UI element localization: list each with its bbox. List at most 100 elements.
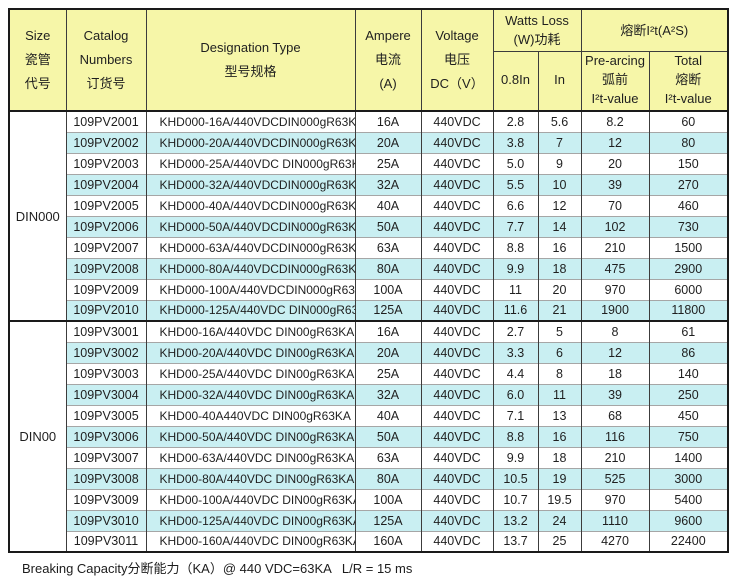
size-group-label: DIN000 (8, 110, 67, 321)
watts-0-8in-cell: 7.1 (492, 404, 539, 426)
prearcing-i2t-cell: 70 (580, 194, 650, 216)
table-row: 109PV3003 KHD00-25A/440VDC DIN00gR63KA 25A… (9, 362, 729, 384)
watts-in-cell: 18 (537, 257, 582, 279)
total-i2t-cell: 9600 (648, 509, 729, 531)
col-header-i2t: 熔断I²t(A²S) (580, 9, 729, 52)
voltage-cell: 440VDC (420, 194, 494, 216)
ampere-cell: 20A (354, 131, 422, 153)
total-i2t-cell: 460 (648, 194, 729, 216)
ampere-cell: 50A (354, 215, 422, 237)
ampere-cell: 25A (354, 152, 422, 174)
total-i2t-cell: 270 (648, 173, 729, 195)
watts-0-8in-cell: 3.8 (492, 131, 539, 153)
voltage-cell: 440VDC (420, 404, 494, 426)
catalog-number-cell: 109PV3004 (65, 383, 147, 405)
col-header-in: In (537, 51, 582, 112)
designation-cell: KHD000-20A/440VDCDIN000gR63KA (145, 131, 356, 153)
watts-in-cell: 16 (537, 236, 582, 258)
catalog-number-cell: 109PV3003 (65, 362, 147, 384)
watts-in-cell: 11 (537, 383, 582, 405)
total-i2t-cell: 450 (648, 404, 729, 426)
prearcing-i2t-cell: 20 (580, 152, 650, 174)
total-i2t-cell: 61 (648, 320, 729, 342)
watts-0-8in-cell: 3.3 (492, 341, 539, 363)
voltage-cell: 440VDC (420, 320, 494, 342)
col-header-prearcing: Pre-arcing 弧前 I²t-value (580, 51, 650, 112)
watts-in-cell: 20 (537, 278, 582, 300)
ampere-cell: 80A (354, 257, 422, 279)
voltage-cell: 440VDC (420, 131, 494, 153)
table-row: DIN00 109PV3001 KHD00-16A/440VDC DIN00gR63… (8, 320, 729, 552)
total-i2t-cell: 5400 (648, 488, 729, 510)
watts-0-8in-cell: 11 (492, 278, 539, 300)
col-header-size: Size 瓷管 代号 (8, 9, 67, 112)
designation-cell: KHD000-63A/440VDCDIN000gR63KA (145, 236, 356, 258)
total-i2t-cell: 140 (648, 362, 729, 384)
catalog-number-cell: 109PV3001 (65, 320, 147, 342)
designation-cell: KHD00-50A/440VDC DIN00gR63KA (145, 425, 356, 447)
col-header-voltage: Voltage 电压 DC（V） (420, 9, 494, 112)
catalog-number-cell: 109PV2007 (65, 236, 147, 258)
prearcing-i2t-cell: 970 (580, 488, 650, 510)
prearcing-i2t-cell: 8 (580, 320, 650, 342)
catalog-number-cell: 109PV2004 (65, 173, 147, 195)
voltage-cell: 440VDC (420, 257, 494, 279)
designation-cell: KHD00-100A/440VDC DIN00gR63KA (145, 488, 356, 510)
table-row: 109PV3004 KHD00-32A/440VDC DIN00gR63KA 32A… (9, 383, 729, 405)
ampere-cell: 16A (354, 320, 422, 342)
table-row: DIN000 109PV2001 KHD000-16A/440VDCDIN000gR… (8, 110, 729, 321)
catalog-number-cell: 109PV2009 (65, 278, 147, 300)
watts-in-cell: 25 (537, 530, 582, 552)
total-i2t-cell: 22400 (648, 530, 729, 552)
prearcing-i2t-cell: 12 (580, 131, 650, 153)
voltage-cell: 440VDC (420, 299, 494, 321)
ampere-cell: 32A (354, 173, 422, 195)
total-i2t-cell: 11800 (648, 299, 729, 321)
total-i2t-cell: 86 (648, 341, 729, 363)
voltage-cell: 440VDC (420, 383, 494, 405)
designation-cell: KHD000-100A/440VDCDIN000gR63KA (145, 278, 356, 300)
catalog-number-cell: 109PV2003 (65, 152, 147, 174)
catalog-number-cell: 109PV3009 (65, 488, 147, 510)
watts-in-cell: 10 (537, 173, 582, 195)
prearcing-i2t-cell: 8.2 (580, 110, 650, 132)
catalog-number-cell: 109PV3006 (65, 425, 147, 447)
watts-in-cell: 18 (537, 446, 582, 468)
ampere-cell: 20A (354, 341, 422, 363)
ampere-cell: 63A (354, 446, 422, 468)
designation-cell: KHD000-40A/440VDCDIN000gR63KA (145, 194, 356, 216)
voltage-cell: 440VDC (420, 278, 494, 300)
ampere-cell: 32A (354, 383, 422, 405)
table-row: 109PV2003 KHD000-25A/440VDC DIN000gR63KA 2… (9, 152, 729, 174)
watts-0-8in-cell: 10.5 (492, 467, 539, 489)
total-i2t-cell: 3000 (648, 467, 729, 489)
voltage-cell: 440VDC (420, 152, 494, 174)
total-i2t-cell: 6000 (648, 278, 729, 300)
ampere-cell: 25A (354, 362, 422, 384)
designation-cell: KHD000-80A/440VDCDIN000gR63KA (145, 257, 356, 279)
watts-0-8in-cell: 13.7 (492, 530, 539, 552)
watts-in-cell: 19.5 (537, 488, 582, 510)
prearcing-i2t-cell: 210 (580, 236, 650, 258)
prearcing-i2t-cell: 39 (580, 383, 650, 405)
designation-cell: KHD00-20A/440VDC DIN00gR63KA (145, 341, 356, 363)
catalog-number-cell: 109PV2001 (65, 110, 147, 132)
watts-in-cell: 12 (537, 194, 582, 216)
table-row: 109PV3010 KHD00-125A/440VDC DIN00gR63KA 12… (9, 509, 729, 531)
table-row: 109PV3006 KHD00-50A/440VDC DIN00gR63KA 50A… (9, 425, 729, 447)
table-row: 109PV2004 KHD000-32A/440VDCDIN000gR63KA 32… (9, 173, 729, 195)
col-header-watts-loss: Watts Loss (W)功耗 (492, 9, 582, 52)
col-header-catalog-numbers: Catalog Numbers 订货号 (65, 9, 147, 112)
designation-cell: KHD00-25A/440VDC DIN00gR63KA (145, 362, 356, 384)
watts-0-8in-cell: 8.8 (492, 236, 539, 258)
ampere-cell: 100A (354, 488, 422, 510)
watts-0-8in-cell: 9.9 (492, 446, 539, 468)
table-row: 109PV2006 KHD000-50A/440VDCDIN000gR63KA 50… (9, 215, 729, 237)
watts-in-cell: 8 (537, 362, 582, 384)
catalog-number-cell: 109PV2010 (65, 299, 147, 321)
col-header-ampere: Ampere 电流 (A) (354, 9, 422, 112)
designation-cell: KHD000-50A/440VDCDIN000gR63KA (145, 215, 356, 237)
table-row: 109PV2005 KHD000-40A/440VDCDIN000gR63KA 40… (9, 194, 729, 216)
designation-cell: KHD00-160A/440VDC DIN00gR63KA (145, 530, 356, 552)
